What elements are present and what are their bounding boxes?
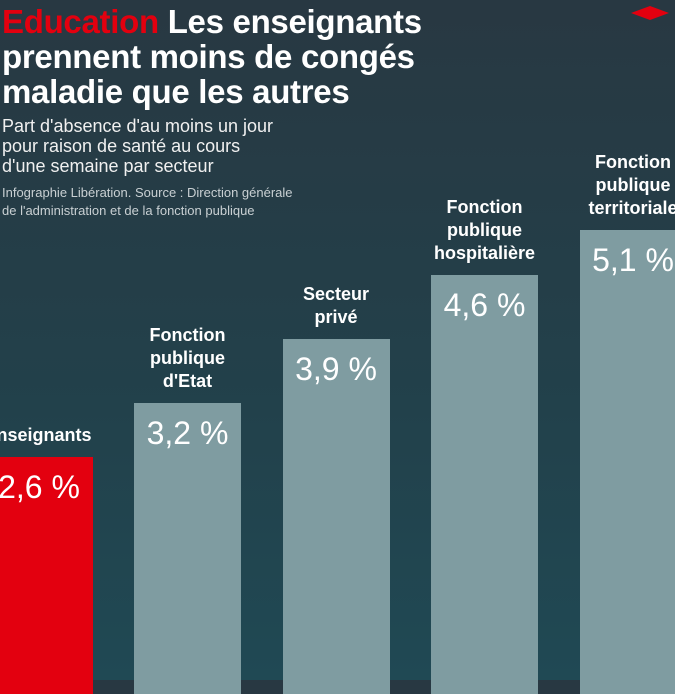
source: Infographie Libération. Source : Directi…	[2, 184, 293, 220]
value-label: 3,2 %	[134, 415, 241, 452]
page: Education Les enseignants prennent moins…	[0, 0, 675, 680]
kicker: Education	[2, 3, 159, 40]
category-label: Fonction publique hospitalière	[410, 196, 560, 265]
category-label: Fonction publique territoriale	[558, 151, 675, 220]
category-label: Fonction publique d'Etat	[113, 324, 263, 393]
bar	[580, 230, 675, 694]
bar	[283, 339, 390, 694]
title-block: Education Les enseignants prennent moins…	[2, 4, 422, 109]
subtitle: Part d'absence d'au moins un jour pour r…	[2, 116, 273, 176]
value-label: 4,6 %	[431, 287, 538, 324]
category-label: Secteur privé	[261, 283, 411, 329]
logo	[629, 4, 671, 22]
value-label: 5,1 %	[580, 242, 675, 279]
value-label: 3,9 %	[283, 351, 390, 388]
bar	[431, 275, 538, 694]
category-label: enseignants	[0, 424, 114, 447]
value-label: 2,6 %	[0, 469, 93, 506]
